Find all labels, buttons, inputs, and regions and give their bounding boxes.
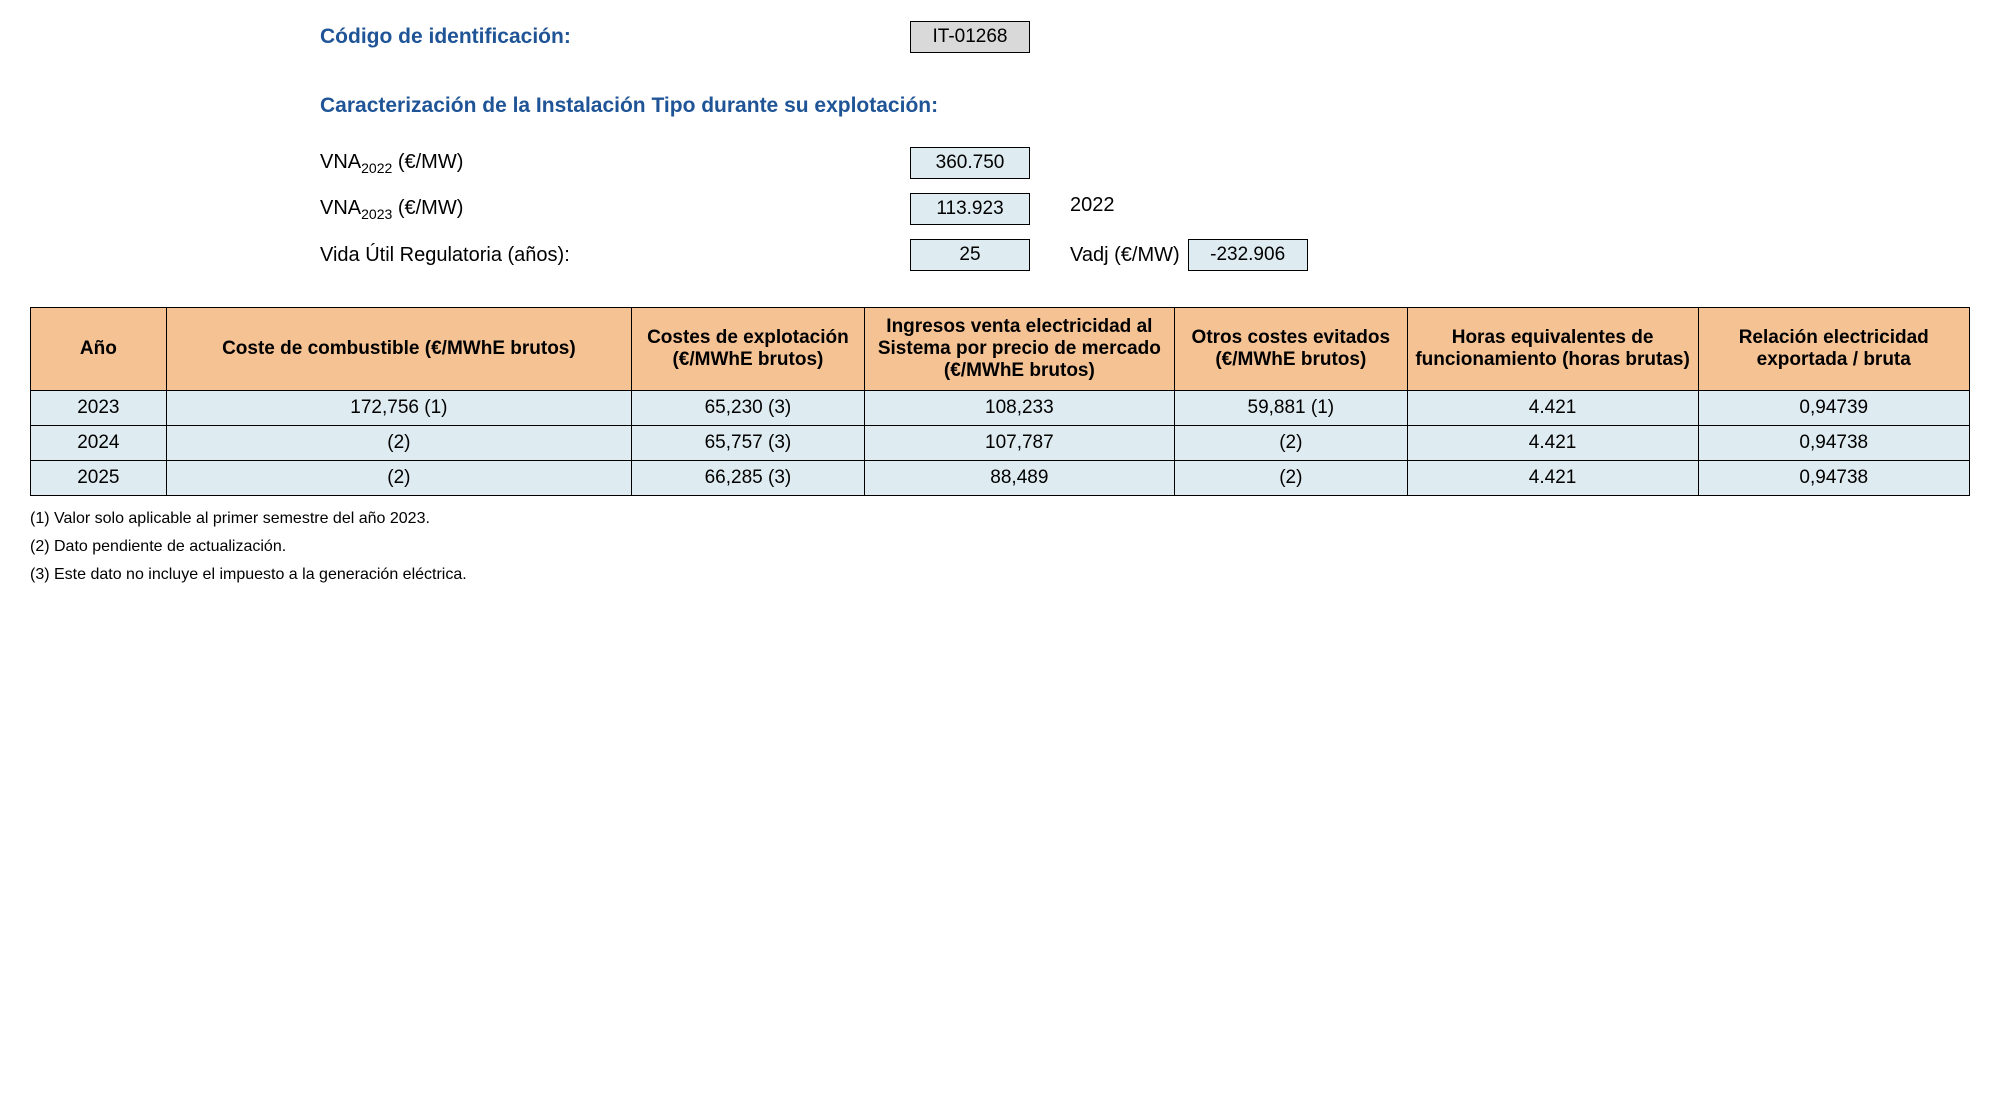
vna2022-sub: 2022	[361, 160, 392, 176]
vna2023-pre: VNA	[320, 197, 361, 219]
cell-ingresos: 88,489	[864, 461, 1174, 496]
side-year-col: 2022	[1070, 194, 1115, 225]
cell-relacion: 0,94738	[1698, 426, 1970, 461]
side-year: 2022	[1070, 194, 1115, 217]
vna2022-label: VNA2022 (€/MW)	[320, 151, 910, 176]
footnotes: (1) Valor solo aplicable al primer semes…	[30, 510, 1970, 584]
th-relacion: Relación electricidad exportada / bruta	[1698, 308, 1970, 391]
cell-ingresos: 107,787	[864, 426, 1174, 461]
cell-relacion: 0,94738	[1698, 461, 1970, 496]
cell-otros_costes: (2)	[1174, 461, 1407, 496]
vadj-label: Vadj (€/MW)	[1070, 244, 1180, 267]
cell-costes_explotacion: 66,285 (3)	[632, 461, 865, 496]
th-otros-costes: Otros costes evitados (€/MWhE brutos)	[1174, 308, 1407, 391]
th-horas: Horas equivalentes de funcionamiento (ho…	[1407, 308, 1698, 391]
data-table: Año Coste de combustible (€/MWhE brutos)…	[30, 307, 1970, 496]
vadj-value: -232.906	[1188, 239, 1308, 271]
header-section: Código de identificación: IT-01268 Carac…	[30, 20, 1970, 272]
th-costes-explotacion: Costes de explotación (€/MWhE brutos)	[632, 308, 865, 391]
cell-coste_combustible: (2)	[166, 461, 631, 496]
cell-ingresos: 108,233	[864, 391, 1174, 426]
table-row: 2023172,756 (1)65,230 (3)108,23359,881 (…	[31, 391, 1970, 426]
cell-relacion: 0,94739	[1698, 391, 1970, 426]
section-title: Caracterización de la Instalación Tipo d…	[320, 94, 1970, 118]
footnote-1: (1) Valor solo aplicable al primer semes…	[30, 510, 1970, 528]
vna2023-label: VNA2023 (€/MW)	[320, 197, 910, 222]
vna2023-value: 113.923	[910, 193, 1030, 225]
cell-horas: 4.421	[1407, 426, 1698, 461]
vna2023-unit: (€/MW)	[392, 197, 463, 219]
id-label: Código de identificación:	[320, 25, 910, 49]
th-ingresos: Ingresos venta electricidad al Sistema p…	[864, 308, 1174, 391]
cell-horas: 4.421	[1407, 391, 1698, 426]
cell-ano: 2023	[31, 391, 167, 426]
cell-ano: 2024	[31, 426, 167, 461]
vida-value: 25	[910, 239, 1030, 271]
cell-costes_explotacion: 65,757 (3)	[632, 426, 865, 461]
th-coste-combustible: Coste de combustible (€/MWhE brutos)	[166, 308, 631, 391]
footnote-3: (3) Este dato no incluye el impuesto a l…	[30, 566, 1970, 584]
id-value: IT-01268	[910, 21, 1030, 53]
cell-costes_explotacion: 65,230 (3)	[632, 391, 865, 426]
footnote-2: (2) Dato pendiente de actualización.	[30, 538, 1970, 556]
vadj-group: Vadj (€/MW) -232.906	[1070, 239, 1308, 271]
cell-ano: 2025	[31, 461, 167, 496]
table-row: 2024(2)65,757 (3)107,787(2)4.4210,94738	[31, 426, 1970, 461]
table-header-row: Año Coste de combustible (€/MWhE brutos)…	[31, 308, 1970, 391]
vna2022-pre: VNA	[320, 151, 361, 173]
table-row: 2025(2)66,285 (3)88,489(2)4.4210,94738	[31, 461, 1970, 496]
vna2022-unit: (€/MW)	[392, 151, 463, 173]
cell-otros_costes: 59,881 (1)	[1174, 391, 1407, 426]
cell-otros_costes: (2)	[1174, 426, 1407, 461]
cell-horas: 4.421	[1407, 461, 1698, 496]
table-body: 2023172,756 (1)65,230 (3)108,23359,881 (…	[31, 391, 1970, 496]
cell-coste_combustible: 172,756 (1)	[166, 391, 631, 426]
cell-coste_combustible: (2)	[166, 426, 631, 461]
vna2023-sub: 2023	[361, 206, 392, 222]
vna2022-value: 360.750	[910, 147, 1030, 179]
vida-label: Vida Útil Regulatoria (años):	[320, 244, 910, 267]
th-ano: Año	[31, 308, 167, 391]
